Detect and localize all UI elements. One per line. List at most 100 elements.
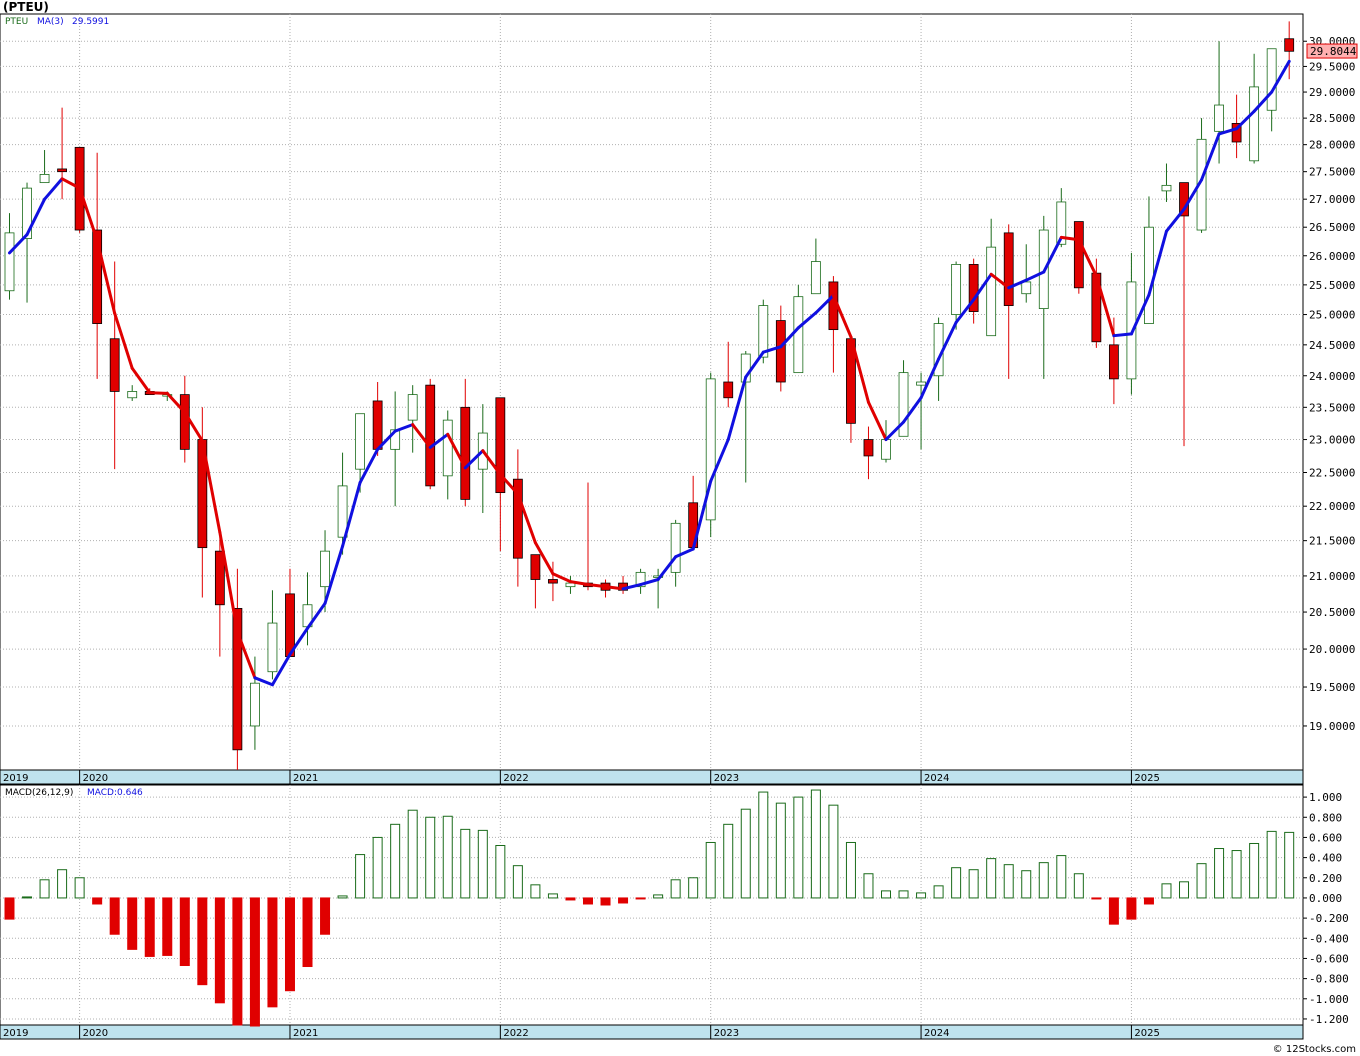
macd-bar-positive — [512, 865, 523, 899]
candle-body-up — [951, 264, 962, 315]
candle — [1284, 21, 1295, 80]
candle — [460, 378, 471, 507]
candle-body-down — [109, 338, 120, 392]
candle — [39, 150, 50, 184]
ma-segment — [726, 375, 748, 442]
macd-bar-positive — [1196, 863, 1207, 899]
macd-bar-positive — [1214, 848, 1225, 899]
macd-bar-positive — [1003, 864, 1014, 899]
price-plot-area — [0, 13, 1304, 771]
ma-segment — [796, 311, 818, 330]
ma-segment — [1094, 274, 1116, 338]
macd-bar-positive — [933, 885, 944, 899]
candle — [723, 341, 734, 408]
macd-bar-negative — [1143, 897, 1154, 905]
candle-body-up — [881, 439, 891, 460]
ma-segment — [341, 481, 362, 548]
ma-segment — [709, 438, 730, 483]
macd-legend-value: MACD:0.646 — [87, 788, 143, 798]
ma-segment — [849, 335, 870, 404]
ma-segment — [1200, 132, 1221, 182]
ma-segment — [1252, 90, 1274, 113]
ma-segment — [884, 420, 906, 442]
ma-segment — [183, 410, 204, 443]
macd-bar-positive — [337, 895, 348, 899]
credit-text: © 12Stocks.com — [1272, 1044, 1356, 1055]
candle-body-up — [355, 413, 366, 470]
candle-body-up — [1266, 48, 1277, 111]
price-x-axis-band — [0, 769, 1304, 785]
candle-body-up — [320, 550, 330, 588]
macd-bar-negative — [267, 897, 278, 1008]
macd-bar-positive — [495, 845, 506, 899]
macd-bar-negative — [249, 897, 260, 1027]
candle — [670, 519, 681, 587]
candle-body-up — [442, 419, 453, 477]
ma-segment — [674, 547, 695, 559]
price-panel: 19.0000 19.5000 20.0000 20.5000 21.0000 21.50… — [0, 13, 1358, 785]
macd-bar-positive — [793, 796, 804, 899]
macd-year-label: 2020 — [83, 1028, 108, 1039]
macd-year-label: 2019 — [3, 1028, 28, 1039]
ma-segment — [1182, 178, 1204, 211]
ma-segment — [1129, 293, 1151, 336]
price-year-label: 2019 — [3, 773, 28, 784]
macd-year-label: 2024 — [924, 1028, 949, 1039]
ma-segment — [95, 238, 117, 315]
macd-tick-label: 0.800 — [1309, 811, 1342, 824]
macd-panel: 1.000 0.800 0.600 0.400 0.200 0.000 -0.200 -0.4… — [0, 784, 1349, 1040]
ma-segment — [621, 583, 643, 591]
candle — [337, 452, 348, 555]
candle — [232, 568, 243, 770]
price-tick-label: 19.0000 — [1309, 720, 1355, 733]
ma-segment — [1112, 332, 1133, 338]
ma-segment — [253, 676, 274, 687]
ma-segment — [235, 630, 257, 680]
ma-segment — [989, 272, 1011, 290]
ma-segment — [1270, 59, 1291, 94]
candle-body-up — [670, 522, 681, 573]
ma-segment — [604, 585, 625, 591]
candle-body-down — [214, 550, 225, 606]
macd-bar-positive — [881, 890, 891, 899]
candle-body-up — [793, 296, 804, 374]
price-tick-label: 28.5000 — [1309, 112, 1355, 125]
candle-body-down — [92, 229, 103, 324]
macd-bar-negative — [1108, 897, 1119, 925]
macd-bar-positive — [688, 877, 699, 899]
macd-tick-label: 0.600 — [1309, 831, 1342, 844]
macd-bar-positive — [1038, 862, 1049, 899]
macd-bar-positive — [723, 823, 734, 899]
price-tick-label: 22.5000 — [1309, 467, 1355, 480]
legend-symbol: PTEU — [5, 17, 28, 27]
candle-body-up — [635, 571, 646, 588]
macd-bar-negative — [197, 897, 208, 986]
macd-bar-negative — [565, 897, 576, 901]
ma-segment — [919, 357, 941, 400]
macd-bar-negative — [302, 897, 313, 968]
candle-body-up — [1214, 104, 1224, 132]
candle — [214, 537, 225, 657]
candle — [512, 449, 523, 587]
ma-segment — [1007, 278, 1028, 290]
candle-body-up — [1161, 184, 1172, 192]
ma-segment — [1164, 207, 1186, 233]
macd-legend-label: MACD(26,12,9) — [5, 788, 73, 798]
candle — [705, 372, 716, 538]
macd-bar-positive — [22, 896, 33, 899]
macd-bar-positive — [442, 815, 453, 899]
candle-body-down — [179, 394, 190, 450]
macd-bar-positive — [758, 791, 769, 899]
macd-tick-label: -0.400 — [1309, 932, 1349, 945]
macd-bar-positive — [845, 841, 856, 899]
last-price-value: 29.8044 — [1310, 45, 1357, 58]
ma-segment — [656, 555, 678, 582]
macd-bar-positive — [863, 873, 874, 899]
macd-tick-label: 0.400 — [1309, 852, 1342, 865]
ma-segment — [814, 293, 835, 315]
candle-body-up — [705, 378, 716, 521]
ma-segment — [113, 311, 134, 370]
price-year-label: 2024 — [924, 773, 949, 784]
macd-tick-label: 0.000 — [1309, 892, 1342, 905]
macd-bar-positive — [530, 884, 541, 899]
